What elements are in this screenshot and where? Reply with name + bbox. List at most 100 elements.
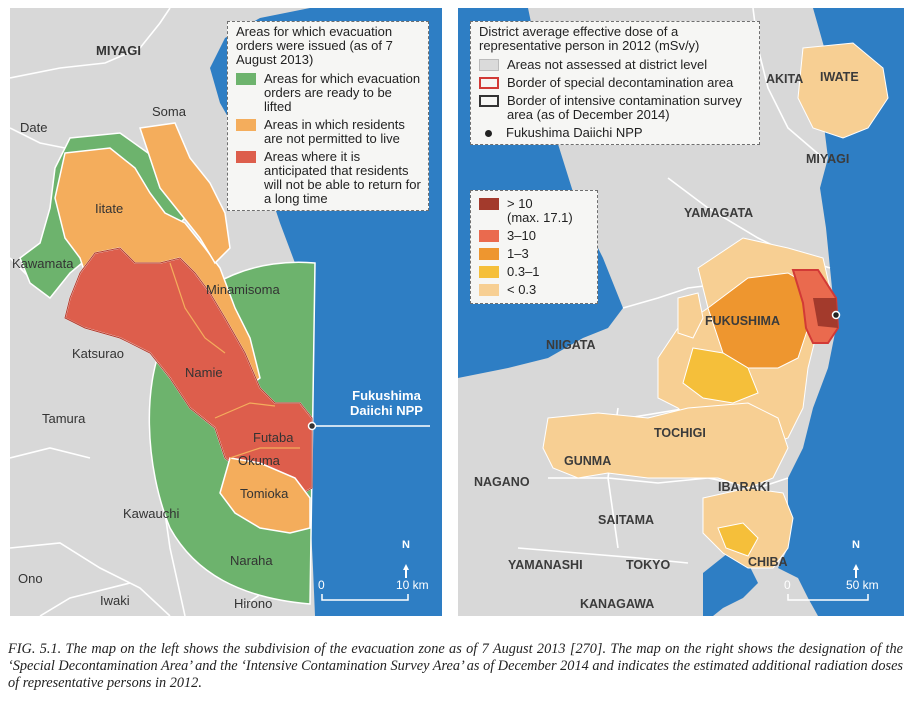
left-north-arrow [403,564,409,578]
label-kawauchi: Kawauchi [123,506,180,521]
legend-swatch-orange [236,119,256,131]
label-miyagi: MIYAGI [96,43,142,58]
label-fukushima: FUKUSHIMA [705,314,780,328]
left-map-panel: MIYAGI Soma Date Iitate Kawamata Minamis… [10,8,442,616]
right-scale-zero: 0 [784,578,791,592]
dose-legend-label: 0.3–1 [507,264,540,279]
dose-over-10-area [813,298,838,328]
right-legend-item: Border of special decontamination area [479,76,753,90]
label-yamanashi: YAMANASHI [508,558,583,572]
label-kawamata: Kawamata [12,256,74,271]
right-legend-label: Border of intensive contamination survey… [507,93,742,122]
npp-marker [307,421,317,431]
small-dose-area [677,292,704,339]
legend-swatch-green [236,73,256,85]
label-futaba: Futaba [253,430,294,445]
label-akita: AKITA [766,72,804,86]
dose-legend-sub: (max. 17.1) [507,210,573,225]
label-tomioka: Tomioka [240,486,289,501]
left-legend-item: Areas for which evacuation orders are re… [236,72,422,114]
right-map-panel: AKITA IWATE MIYAGI YAMAGATA FUKUSHIMA NI… [458,8,904,616]
zone-not-permitted-to-live [219,457,311,534]
npp-label-line2: Daiichi NPP [350,403,423,418]
npp-marker-right [831,310,841,320]
right-legend-label: Areas not assessed at district level [507,57,708,72]
right-legend: District average effective dose of a rep… [470,21,760,145]
right-scale-bar [787,594,869,601]
right-legend-label: Border of special decontamination area [507,75,734,90]
left-legend-label: Areas in which residents are not permitt… [264,117,405,146]
left-legend-item: Areas where it is anticipated that resid… [236,150,422,206]
left-legend-label: Areas for which evacuation orders are re… [264,71,421,114]
label-namie: Namie [185,365,223,380]
label-tochigi: TOCHIGI [654,426,706,440]
dose-0.3-1-area [682,347,759,404]
dose-legend: > 10 (max. 17.1) 3–10 1–3 0.3–1 < 0.3 [470,190,598,304]
dose-legend-label: < 0.3 [507,282,537,297]
label-iwate: IWATE [820,70,859,84]
npp-label: Fukushima Daiichi NPP [350,388,423,418]
label-iwaki: Iwaki [100,593,130,608]
dose-legend-item: < 0.3 [479,283,591,297]
label-yamagata: YAMAGATA [684,206,754,220]
zone-not-permitted-to-live [139,122,231,265]
legend-npp-dot [485,130,492,137]
dose-legend-item: 1–3 [479,247,591,261]
label-soma: Soma [152,104,186,119]
right-legend-label: Fukushima Daiichi NPP [506,125,643,140]
label-tokyo: TOKYO [626,558,671,572]
left-scale-end: 10 km [396,578,429,592]
dose-swatch-under-0.3 [479,284,499,296]
figure-caption: FIG. 5.1. The map on the left shows the … [8,641,903,691]
label-kanagawa: KANAGAWA [580,597,655,611]
red-zone-internal-borders [169,262,300,459]
legend-swatch-survey-border [479,95,499,107]
left-scale-bar [321,594,409,601]
label-hirono: Hirono [234,596,273,611]
left-scale-zero: 0 [318,578,325,592]
right-legend-item: Areas not assessed at district level [479,58,753,72]
label-ibaraki: IBARAKI [718,480,771,494]
label-gunma: GUNMA [564,454,612,468]
left-legend-title: Areas for which evacuation orders were i… [236,24,393,67]
label-minamisoma: Minamisoma [206,282,280,297]
dose-legend-item: 0.3–1 [479,265,591,279]
label-miyagi-right: MIYAGI [806,152,850,166]
dose-swatch-over-10 [479,198,499,210]
label-niigata: NIIGATA [546,338,596,352]
label-naraha: Naraha [230,553,273,568]
legend-swatch-decontamination-border [479,77,499,89]
left-north-label: N [402,539,410,551]
right-legend-title: District average effective dose of a rep… [479,24,700,53]
left-legend-label: Areas where it is anticipated that resid… [264,149,421,206]
right-legend-item: Fukushima Daiichi NPP [479,126,753,140]
label-tamura: Tamura [42,411,86,426]
tokyo-bay [703,553,758,616]
left-legend: Areas for which evacuation orders were i… [227,21,429,211]
label-ono: Ono [18,571,43,586]
dose-legend-item: > 10 (max. 17.1) [479,197,591,225]
right-scale-end: 50 km [846,578,879,592]
municipal-borders [10,8,311,616]
dose-legend-item: 3–10 [479,229,591,243]
right-north-label: N [852,539,860,551]
dose-swatch-3-10 [479,230,499,242]
tochigi-gunma-dose-area [542,402,789,489]
right-legend-item: Border of intensive contamination survey… [479,94,753,122]
sea-east [778,8,904,616]
label-chiba: CHIBA [748,555,788,569]
label-okuma: Okuma [238,453,280,468]
label-iitate: Iitate [95,201,124,216]
dose-legend-label-wrap: > 10 (max. 17.1) [507,197,573,225]
dose-swatch-0.3-1 [479,266,499,278]
label-katsurao: Katsurao [72,346,125,361]
label-saitama: SAITAMA [598,513,655,527]
left-legend-item: Areas in which residents are not permitt… [236,118,422,146]
iwate-dose-area [797,42,889,139]
legend-swatch-red [236,151,256,163]
dose-legend-label: > 10 [507,196,533,211]
label-nagano: NAGANO [474,475,530,489]
dose-swatch-1-3 [479,248,499,260]
right-north-arrow [853,564,859,578]
chiba-dose-0.3-1 [717,522,759,557]
